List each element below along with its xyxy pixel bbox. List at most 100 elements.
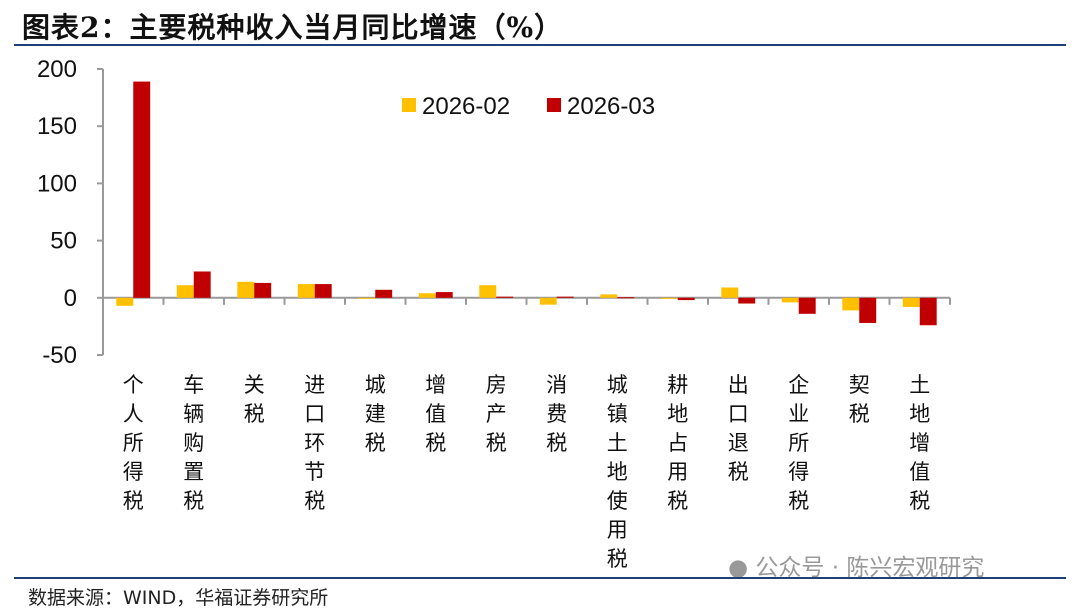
bar-2026-02 (176, 285, 194, 298)
x-tick-label: 税 (788, 489, 809, 513)
x-tick-label: 城 (365, 373, 386, 397)
bar-2026-03 (254, 282, 272, 298)
x-tick-label: 城 (607, 373, 628, 397)
x-tick-label: 土 (909, 373, 930, 397)
bar-2026-03 (859, 297, 877, 323)
x-tick-label: 土 (607, 431, 628, 455)
bar-2026-03 (677, 297, 695, 301)
x-tick-label: 增 (909, 431, 930, 455)
y-tick-label: -50 (42, 342, 77, 369)
x-tick-label: 口 (728, 402, 749, 426)
x-tick-label: 企 (788, 373, 809, 397)
wechat-icon: ● (728, 555, 749, 581)
legend-swatch (402, 98, 416, 112)
bar-2026-03 (435, 292, 453, 298)
x-tick-label: 消 (546, 373, 567, 397)
x-tick-label: 税 (244, 402, 265, 426)
y-tick-label: 150 (37, 113, 77, 140)
x-tick-label: 地 (607, 460, 628, 484)
bar-2026-02 (479, 285, 497, 298)
x-tick-label: 税 (607, 547, 628, 571)
x-tick-label: 占 (667, 431, 688, 455)
watermark: ● 公众号 · 陈兴宏观研究 (728, 548, 984, 582)
source-divider (14, 577, 1066, 579)
x-tick-label: 税 (304, 489, 325, 513)
x-tick-label: 费 (546, 402, 567, 426)
y-tick-label: 0 (64, 285, 77, 312)
x-tick-label: 增 (425, 373, 446, 397)
x-tick-label: 建 (365, 402, 386, 426)
x-tick-label: 值 (425, 402, 446, 426)
x-tick-label: 税 (728, 460, 749, 484)
bar-2026-02 (116, 297, 134, 306)
x-tick-label: 关 (244, 373, 265, 397)
x-tick-label: 税 (123, 489, 144, 513)
legend-swatch (547, 98, 561, 112)
x-tick-label: 税 (909, 489, 930, 513)
bar-2026-02 (842, 297, 860, 311)
bar-2026-03 (496, 296, 514, 298)
title-divider (14, 44, 1066, 46)
bar-2026-02 (721, 287, 739, 298)
x-tick-label: 退 (728, 431, 749, 455)
x-tick-label: 得 (788, 460, 809, 484)
bar-2026-03 (314, 284, 332, 298)
x-tick-label: 地 (667, 402, 688, 426)
chart-title: 图表2：主要税种收入当月同比增速（%） (22, 11, 564, 44)
x-tick-label: 房 (486, 373, 507, 397)
x-tick-label: 税 (849, 402, 870, 426)
x-tick-label: 所 (788, 431, 809, 455)
x-tick-label: 置 (183, 460, 204, 484)
x-tick-label: 得 (123, 460, 144, 484)
bar-2026-02 (539, 297, 557, 305)
legend-label: 2026-03 (567, 93, 655, 120)
x-tick-label: 税 (667, 489, 688, 513)
bar-2026-02 (418, 293, 436, 298)
x-tick-label: 口 (304, 402, 325, 426)
x-tick-label: 使 (607, 489, 628, 513)
x-tick-label: 用 (667, 460, 688, 484)
x-tick-label: 税 (183, 489, 204, 513)
bar-2026-03 (375, 289, 393, 298)
x-tick-label: 出 (728, 373, 749, 397)
x-tick-label: 业 (788, 402, 809, 426)
x-tick-label: 税 (425, 431, 446, 455)
x-tick-label: 人 (123, 402, 144, 426)
bar-2026-03 (133, 81, 151, 298)
x-tick-label: 地 (909, 402, 930, 426)
x-tick-label: 税 (486, 431, 507, 455)
x-tick-label: 值 (909, 460, 930, 484)
x-tick-label: 环 (304, 431, 325, 455)
bar-2026-02 (902, 297, 920, 307)
x-tick-label: 耕 (667, 373, 688, 397)
bar-2026-03 (556, 296, 574, 298)
y-tick-label: 200 (37, 56, 77, 83)
x-tick-label: 所 (123, 431, 144, 455)
bar-2026-03 (617, 297, 635, 299)
x-tick-label: 用 (607, 518, 628, 542)
x-tick-label: 契 (849, 373, 870, 397)
bar-2026-02 (660, 297, 678, 299)
source-note: 数据来源：WIND，华福证券研究所 (28, 587, 329, 609)
bar-2026-03 (738, 297, 756, 304)
x-tick-label: 购 (183, 431, 204, 455)
y-tick-label: 50 (50, 228, 77, 255)
bar-2026-02 (781, 297, 799, 303)
x-tick-label: 税 (546, 431, 567, 455)
x-tick-label: 车 (183, 373, 204, 397)
bar-2026-02 (237, 281, 255, 298)
x-tick-label: 税 (365, 431, 386, 455)
x-tick-label: 个 (123, 373, 144, 397)
x-tick-label: 节 (304, 460, 325, 484)
bar-2026-02 (600, 294, 618, 298)
x-tick-label: 镇 (607, 402, 628, 426)
bar-2026-03 (798, 297, 816, 314)
x-tick-label: 产 (486, 402, 507, 426)
legend-label: 2026-02 (422, 93, 510, 120)
watermark-text: 公众号 · 陈兴宏观研究 (755, 555, 985, 581)
bar-2026-03 (919, 297, 937, 326)
bar-2026-03 (193, 271, 211, 298)
x-tick-label: 辆 (183, 402, 204, 426)
y-tick-label: 100 (37, 170, 77, 197)
